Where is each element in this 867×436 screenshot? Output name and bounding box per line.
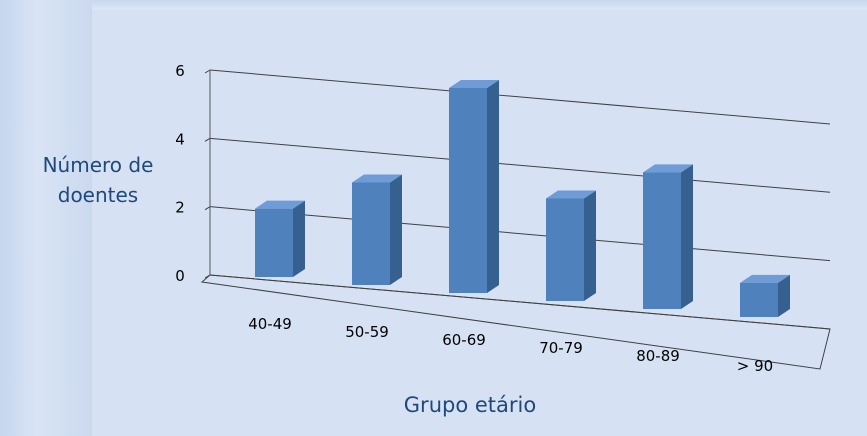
background-band-left: [0, 0, 92, 436]
y-tick-label: 2: [175, 199, 185, 217]
y-tick-label: 4: [175, 130, 185, 148]
bar-side: [681, 164, 693, 309]
y-tick-label: 6: [175, 62, 185, 80]
bar-front: [740, 282, 778, 317]
bar-side: [293, 200, 305, 277]
bar-top: [255, 200, 305, 209]
bar-top: [449, 80, 499, 88]
bar-top: [352, 174, 402, 183]
bar-side: [487, 80, 499, 293]
bar: [643, 164, 693, 309]
y-tick-labels: 0 2 4 6: [175, 62, 185, 285]
gridlines: [200, 69, 831, 370]
bar-side: [584, 190, 596, 301]
y-tick-mark: [204, 69, 211, 74]
gridline: [209, 69, 831, 125]
bar-side: [778, 274, 790, 317]
y-tick-label: 0: [175, 267, 185, 285]
y-tick-mark: [204, 137, 211, 142]
x-tick-label: 40-49: [248, 315, 292, 333]
bars: [255, 80, 790, 317]
y-axis-title: Número de doentes: [42, 153, 154, 207]
floor-outline: [200, 274, 831, 370]
gridline: [209, 137, 831, 193]
bar: [546, 190, 596, 301]
x-axis-title: Grupo etário: [403, 393, 537, 417]
bar: [449, 80, 499, 293]
bar-top: [643, 164, 693, 173]
x-tick-labels: 40-49 50-59 60-69 70-79 80-89 > 90: [248, 315, 773, 375]
bar-front: [546, 198, 584, 301]
x-tick-label: 80-89: [636, 347, 680, 365]
bar: [740, 274, 790, 317]
bar-side: [390, 174, 402, 285]
bar-front: [255, 208, 293, 277]
gridline: [209, 206, 831, 262]
bar-front: [449, 88, 487, 293]
x-tick-label: > 90: [737, 357, 773, 375]
x-tick-label: 60-69: [442, 331, 486, 349]
bar: [352, 174, 402, 285]
bar-front: [352, 182, 390, 285]
y-tick-mark: [204, 206, 211, 211]
x-tick-label: 50-59: [345, 323, 389, 341]
x-tick-label: 70-79: [539, 339, 583, 357]
bar-front: [643, 172, 681, 309]
bar-top: [546, 190, 596, 199]
bar-top: [740, 274, 790, 283]
bar: [255, 200, 305, 277]
background-band-top: [92, 0, 867, 10]
